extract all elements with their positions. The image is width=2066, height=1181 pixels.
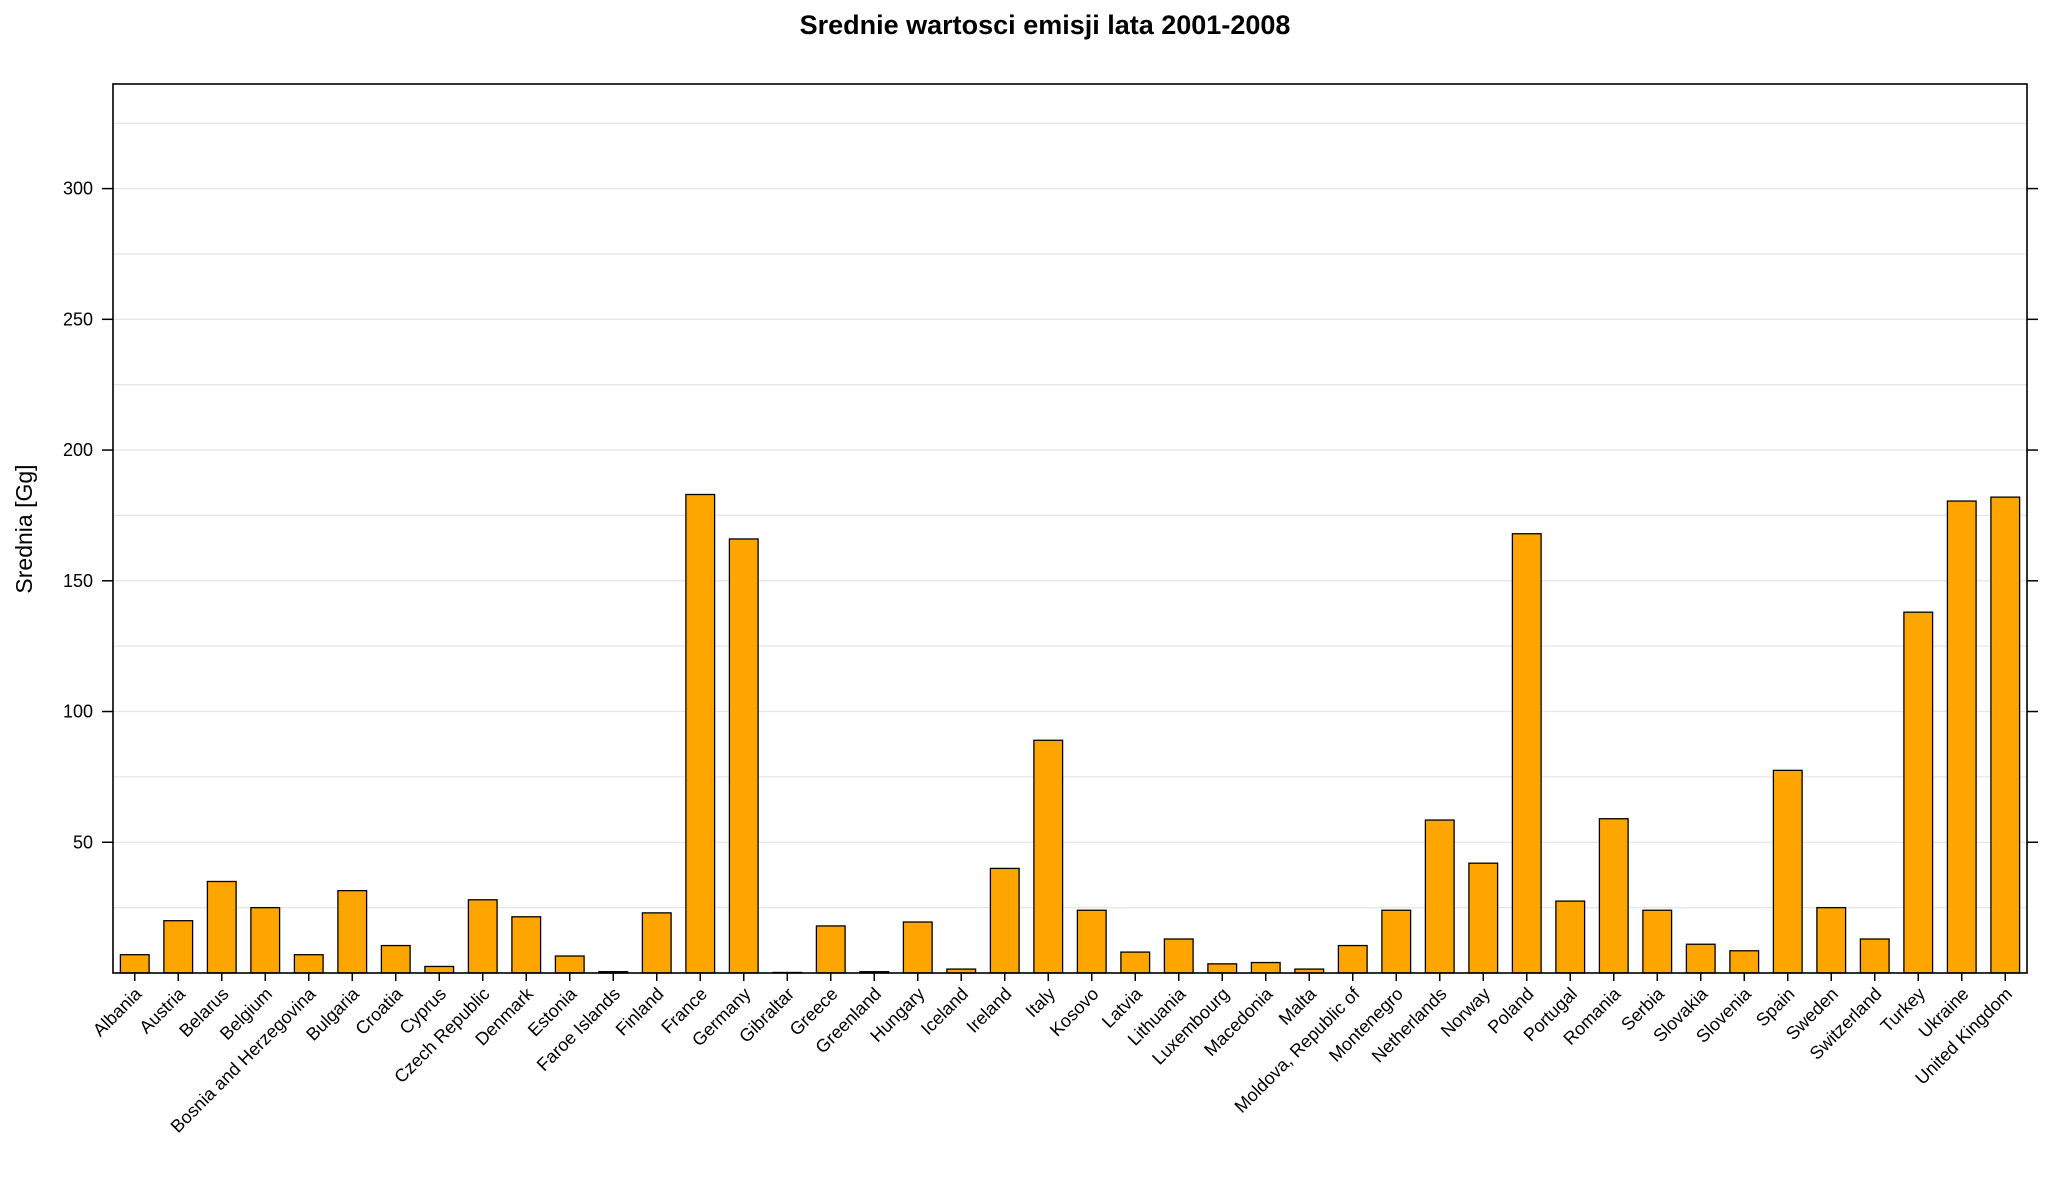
bar <box>902 921 933 974</box>
bar <box>119 954 150 974</box>
bar <box>1250 961 1281 974</box>
x-tick-label: Albania <box>89 983 146 1040</box>
bar <box>815 925 846 974</box>
x-tick-label: Croatia <box>351 983 407 1039</box>
bar <box>337 889 368 974</box>
bar <box>1468 862 1499 974</box>
bar <box>685 493 716 974</box>
bar <box>1337 944 1368 974</box>
x-tick-label: Finland <box>612 984 668 1040</box>
bars <box>119 493 2021 974</box>
bar <box>1946 500 1977 974</box>
y-tick-label: 100 <box>63 702 93 722</box>
bar <box>1424 819 1455 974</box>
y-tick-label: 200 <box>63 440 93 460</box>
y-tick-label: 250 <box>63 309 93 329</box>
bar <box>1381 909 1412 974</box>
chart-title: Srednie wartosci emisji lata 2001-2008 <box>800 10 1291 40</box>
bar <box>293 954 324 974</box>
bar <box>1207 963 1238 974</box>
bar <box>1511 533 1542 974</box>
bar <box>989 867 1020 974</box>
bar <box>1642 909 1673 974</box>
y-tick-label: 150 <box>63 571 93 591</box>
bar <box>1598 818 1629 974</box>
y-axis-title: Srednia [Gg] <box>11 464 37 593</box>
grid-lines <box>113 122 2027 909</box>
bar <box>1859 938 1890 974</box>
bar <box>1555 900 1586 974</box>
bar <box>380 944 411 974</box>
x-tick-label: Norway <box>1437 984 1494 1041</box>
bar <box>1816 906 1847 974</box>
x-tick-label: Ireland <box>963 984 1016 1037</box>
bar <box>1685 943 1716 974</box>
plot-frame <box>112 83 2028 974</box>
bar <box>1120 951 1151 974</box>
bar <box>728 538 759 974</box>
bar <box>511 916 542 974</box>
bar <box>163 920 194 974</box>
bar <box>641 912 672 974</box>
bar <box>1990 496 2021 974</box>
bar <box>1903 611 1934 974</box>
bar <box>1163 938 1194 974</box>
bar <box>424 965 455 974</box>
y-tick-label: 300 <box>63 179 93 199</box>
bar <box>1076 909 1107 974</box>
bar <box>1772 769 1803 974</box>
bar <box>467 899 498 974</box>
bar <box>250 906 281 974</box>
bar <box>1033 739 1064 974</box>
y-axis: 50 100 150 200 250 300 <box>63 179 2038 852</box>
y-tick-label: 50 <box>73 832 93 852</box>
bar <box>1729 950 1760 974</box>
x-tick-label: Kosovo <box>1046 984 1103 1041</box>
x-tick-label: Iceland <box>917 984 972 1039</box>
bar <box>206 880 237 974</box>
bar <box>554 955 585 974</box>
x-tick-label: Italy <box>1022 984 1059 1021</box>
